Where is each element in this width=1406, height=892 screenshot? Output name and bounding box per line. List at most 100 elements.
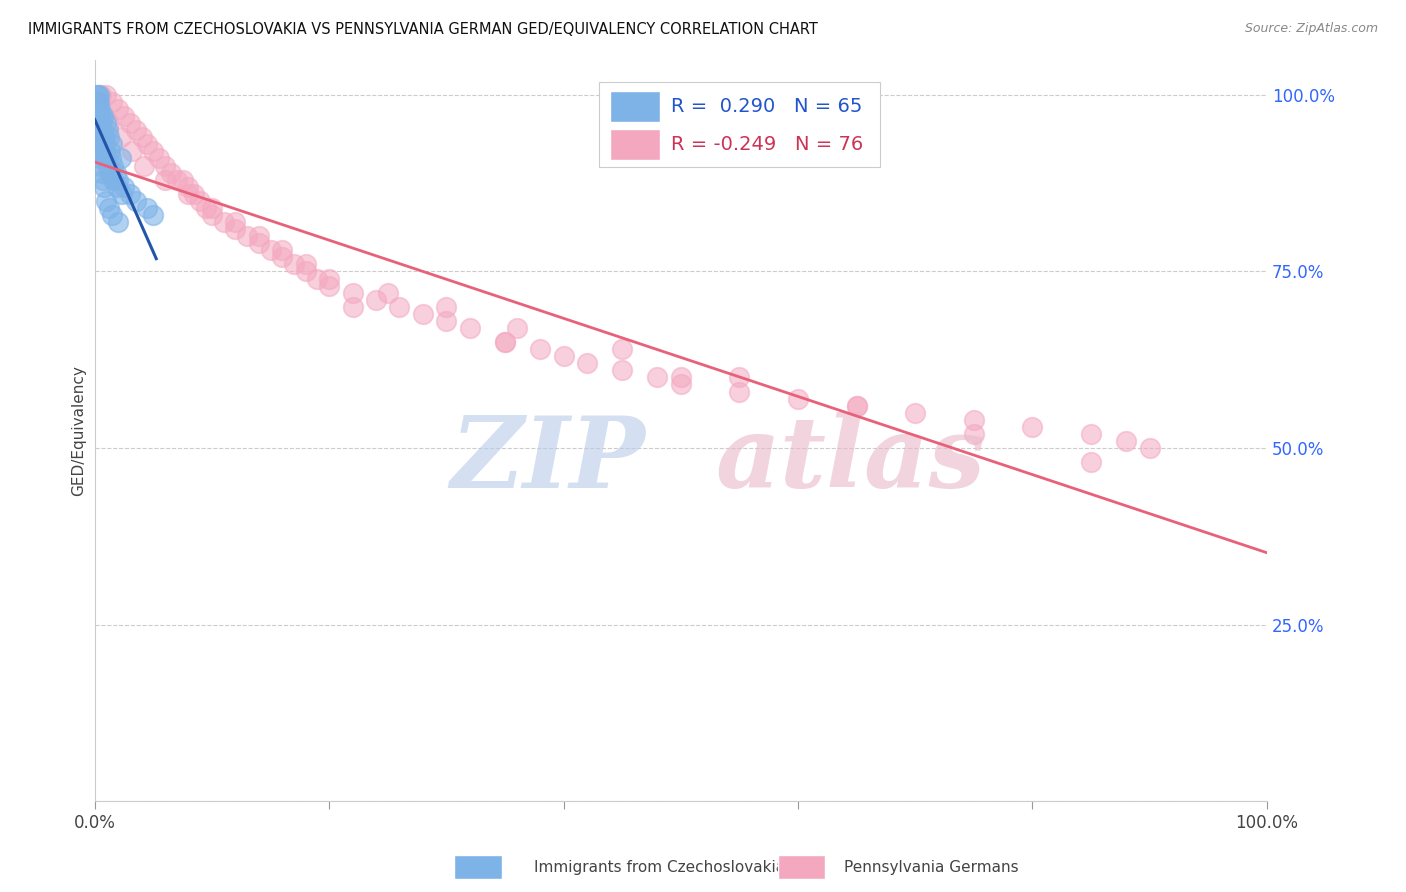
Point (90, 109, 112, 123)
Point (97, 201, 120, 215)
Text: R = -0.249   N = 76: R = -0.249 N = 76 (672, 136, 863, 154)
Point (94, 145, 117, 159)
FancyBboxPatch shape (599, 82, 880, 167)
Point (90, 116, 112, 130)
Point (845, 399, 868, 413)
Point (86, 116, 108, 130)
Point (224, 215, 246, 229)
Point (87, 102, 110, 116)
Point (195, 201, 218, 215)
FancyBboxPatch shape (610, 91, 659, 122)
Point (458, 321, 481, 335)
Point (86, 95, 108, 109)
Point (142, 145, 165, 159)
Point (97, 159, 120, 173)
Point (188, 194, 211, 208)
Point (86, 116, 108, 130)
Point (84, 95, 107, 109)
Point (84, 102, 107, 116)
Point (97, 123, 120, 137)
Text: Source: ZipAtlas.com: Source: ZipAtlas.com (1244, 22, 1378, 36)
FancyBboxPatch shape (610, 128, 659, 160)
Point (142, 208, 165, 222)
Point (90, 87, 112, 102)
Point (494, 335, 516, 350)
Point (412, 307, 434, 321)
Point (89, 145, 111, 159)
Point (112, 109, 135, 123)
Point (84, 116, 107, 130)
Point (112, 179, 135, 194)
Point (91, 130, 114, 145)
Point (845, 399, 868, 413)
Point (107, 172, 129, 186)
Point (110, 130, 132, 145)
Point (166, 172, 188, 186)
Point (94, 137, 117, 152)
Point (136, 201, 159, 215)
Point (118, 116, 141, 130)
Point (87, 87, 110, 102)
Point (787, 392, 810, 406)
Point (388, 300, 411, 314)
Point (160, 166, 183, 180)
Point (201, 201, 224, 215)
Point (110, 152, 132, 166)
Point (132, 159, 155, 173)
Point (97, 130, 120, 145)
Point (283, 257, 305, 271)
Point (494, 335, 516, 350)
Point (342, 300, 364, 314)
Point (86, 102, 108, 116)
Point (84, 102, 107, 116)
Point (904, 406, 927, 420)
Point (101, 208, 124, 222)
Text: Pennsylvania Germans: Pennsylvania Germans (844, 860, 1018, 874)
Point (148, 152, 170, 166)
Point (107, 215, 129, 229)
Point (86, 109, 108, 123)
Point (307, 271, 329, 285)
Point (212, 215, 235, 229)
Point (136, 137, 159, 152)
Point (104, 166, 127, 180)
Point (96, 152, 118, 166)
Point (177, 179, 200, 194)
Point (201, 208, 224, 222)
Point (153, 159, 176, 173)
Point (84, 109, 107, 123)
Point (364, 293, 387, 307)
Point (294, 257, 316, 271)
Point (89, 95, 111, 109)
Point (98, 145, 121, 159)
Point (86, 95, 108, 109)
Point (101, 95, 124, 109)
Point (89, 102, 111, 116)
Text: Immigrants from Czechoslovakia: Immigrants from Czechoslovakia (534, 860, 786, 874)
Point (87, 137, 110, 152)
Point (87, 87, 110, 102)
Y-axis label: GED/Equivalency: GED/Equivalency (72, 365, 86, 496)
Point (86, 109, 108, 123)
Point (342, 285, 364, 300)
Point (728, 370, 751, 384)
Text: ZIP: ZIP (451, 412, 645, 508)
Point (963, 413, 986, 427)
Point (93, 137, 115, 152)
Point (121, 145, 143, 159)
Point (91, 172, 114, 186)
Point (247, 236, 270, 251)
Point (377, 285, 399, 300)
Text: R =  0.290   N = 65: R = 0.290 N = 65 (672, 97, 863, 116)
Point (90, 123, 112, 137)
Point (647, 370, 669, 384)
Point (553, 349, 575, 363)
Point (271, 251, 294, 265)
Point (101, 137, 124, 152)
Point (86, 123, 108, 137)
Point (1080, 426, 1102, 441)
Point (96, 87, 118, 102)
Point (97, 116, 120, 130)
Point (247, 229, 270, 244)
Point (125, 123, 148, 137)
